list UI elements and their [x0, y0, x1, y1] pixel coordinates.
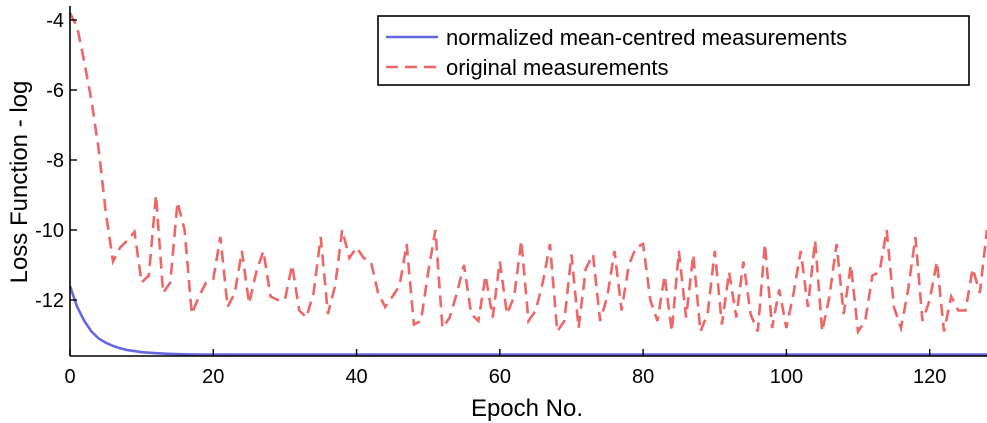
- series-line-original: [68, 12, 987, 336]
- legend-label-original: original measurements: [446, 55, 669, 80]
- x-tick-label: 0: [64, 366, 75, 388]
- legend-box: [377, 15, 970, 86]
- y-axis-label: Loss Function - log: [6, 81, 33, 284]
- x-tick-label: 20: [202, 366, 224, 388]
- x-tick-label: 100: [770, 366, 803, 388]
- y-tick-label: -12: [35, 290, 64, 312]
- legend-label-normalized: normalized mean-centred measurements: [446, 25, 847, 50]
- tick-labels: 0 20 40 60 80 100 120 -4 -6 -8 -10 -12: [35, 10, 946, 388]
- y-tick-label: -6: [46, 80, 64, 102]
- legend: normalized mean-centred measurements ori…: [377, 15, 970, 86]
- x-tick-label: 120: [913, 366, 946, 388]
- y-tick-label: -4: [46, 10, 64, 32]
- plot-lines: [68, 12, 987, 356]
- y-tick-label: -8: [46, 150, 64, 172]
- x-axis-label: Epoch No.: [471, 395, 583, 422]
- plot-axes: [69, 6, 987, 357]
- series-line-normalized: [68, 285, 987, 356]
- x-tick-label: 60: [489, 366, 511, 388]
- x-tick-label: 40: [345, 366, 367, 388]
- y-tick-label: -10: [35, 220, 64, 242]
- x-tick-label: 80: [632, 366, 654, 388]
